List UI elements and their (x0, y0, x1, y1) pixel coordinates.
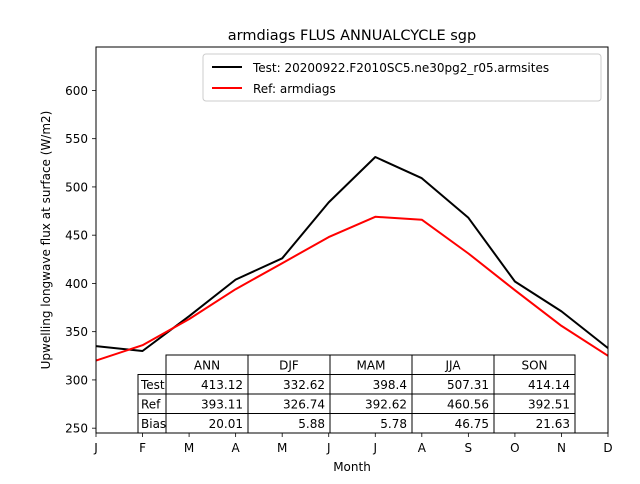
y-tick-label: 300 (65, 373, 88, 387)
y-tick-label: 250 (65, 422, 88, 436)
legend-label-ref: Ref: armdiags (253, 82, 336, 96)
x-tick-label: F (139, 441, 146, 455)
table-cell-value: 46.75 (455, 417, 489, 431)
table-cell-value: 392.62 (365, 398, 407, 412)
x-tick-label: J (326, 441, 331, 455)
y-tick-label: 350 (65, 325, 88, 339)
y-tick-label: 550 (65, 132, 88, 146)
x-tick-label: N (557, 441, 566, 455)
table-row-label: Test (140, 378, 165, 392)
table-cell-value: 326.74 (283, 398, 325, 412)
table-cell-value: 507.31 (447, 378, 489, 392)
x-tick-label: D (603, 441, 612, 455)
legend: Test: 20200922.F2010SC5.ne30pg2_r05.arms… (202, 53, 602, 102)
table-cell-value: 413.12 (201, 378, 243, 392)
table-cell-value: 414.14 (528, 378, 570, 392)
x-tick-label: A (418, 441, 427, 455)
table-header-label: ANN (194, 359, 220, 373)
y-tick-label: 400 (65, 277, 88, 291)
series-line-test (95, 156, 609, 352)
table-row-label: Ref (141, 398, 161, 412)
table-cell-value: 5.78 (380, 417, 407, 431)
table-header-label: DJF (279, 359, 299, 373)
table-cell-value: 332.62 (283, 378, 325, 392)
x-tick-label: A (232, 441, 241, 455)
x-tick-label: J (93, 441, 98, 455)
legend-box (202, 53, 602, 102)
series-line-ref (95, 215, 609, 362)
x-tick-label: M (184, 441, 194, 455)
x-tick-label: O (510, 441, 519, 455)
chart-title: armdiags FLUS ANNUALCYCLE sgp (228, 28, 476, 44)
table-cell-value: 393.11 (201, 398, 243, 412)
x-tick-label: M (277, 441, 287, 455)
table-cell-value: 460.56 (447, 398, 489, 412)
table-cell-value: 5.88 (298, 417, 325, 431)
table-cell-value: 20.01 (209, 417, 243, 431)
x-tick-label: J (372, 441, 377, 455)
y-tick-label: 600 (65, 84, 88, 98)
table-header-label: SON (521, 359, 547, 373)
table-header-label: MAM (357, 359, 386, 373)
legend-label-test: Test: 20200922.F2010SC5.ne30pg2_r05.arms… (252, 61, 549, 75)
x-axis-label: Month (333, 460, 371, 474)
table-row-label: Bias (141, 417, 166, 431)
y-tick-label: 500 (65, 180, 88, 194)
y-tick-label: 450 (65, 229, 88, 243)
table-cell-value: 392.51 (528, 398, 570, 412)
table-cell (493, 413, 576, 434)
y-axis-label: Upwelling longwave flux at surface (W/m2… (39, 111, 53, 370)
table-cell-value: 21.63 (536, 417, 570, 431)
table-header-label: JJA (444, 359, 461, 373)
x-tick-label: S (465, 441, 473, 455)
table-cell-value: 398.4 (373, 378, 407, 392)
